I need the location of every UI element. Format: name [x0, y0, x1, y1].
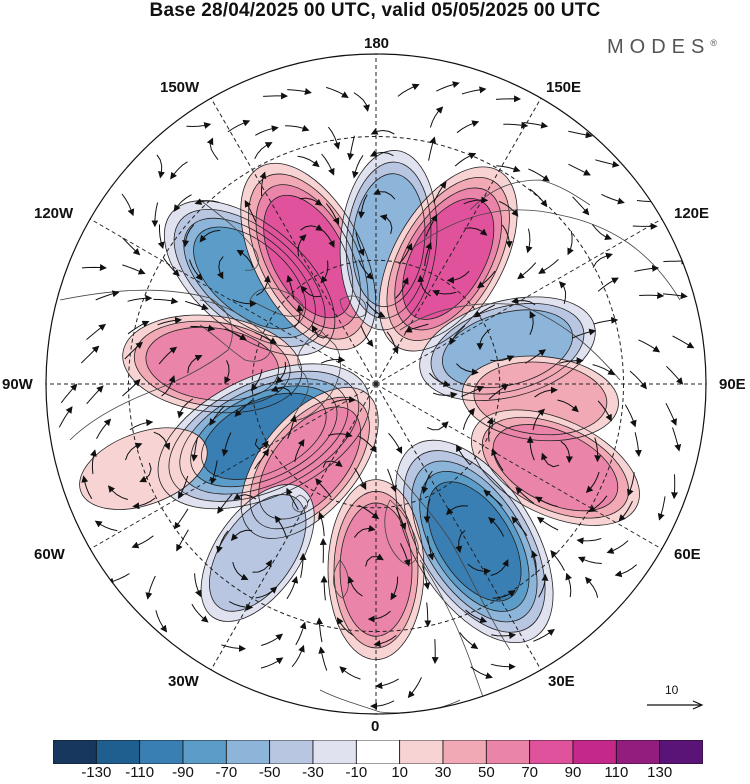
colorbar-swatch	[660, 740, 703, 764]
colorbar-tick-label: 90	[565, 764, 582, 781]
colorbar-swatch	[573, 740, 616, 764]
polar-map	[0, 0, 750, 740]
colorbar-tick-label: 130	[647, 764, 672, 781]
colorbar-swatch	[53, 740, 96, 764]
colorbar-tick-label: -70	[215, 764, 237, 781]
colorbar-tick-label: 10	[391, 764, 408, 781]
colorbar-tick-label: -30	[302, 764, 324, 781]
colorbar-swatch	[400, 740, 443, 764]
colorbar-tick-label: -50	[259, 764, 281, 781]
colorbar-tick-label: 30	[435, 764, 452, 781]
wind-arrow	[496, 99, 520, 100]
colorbar-tick-label: -90	[172, 764, 194, 781]
colorbar-swatch	[140, 740, 183, 764]
wind-arrow	[263, 96, 287, 97]
colorbar-swatch	[486, 740, 529, 764]
label-150e: 150E	[546, 79, 581, 96]
colorbar-tick-label: 50	[478, 764, 495, 781]
colorbar-tick-label: -110	[125, 764, 154, 781]
label-120e: 120E	[674, 205, 709, 222]
colorbar-tick-label: -10	[345, 764, 367, 781]
colorbar-tick-label: 110	[604, 764, 628, 781]
colorbar	[53, 740, 703, 764]
colorbar-swatch	[96, 740, 139, 764]
label-150w: 150W	[160, 79, 199, 96]
colorbar-tick-label: -130	[81, 764, 111, 781]
wind-arrow	[82, 267, 106, 268]
colorbar-swatch	[183, 740, 226, 764]
colorbar-swatch	[616, 740, 659, 764]
label-0: 0	[371, 718, 379, 735]
label-30w: 30W	[168, 673, 199, 690]
label-30e: 30E	[548, 673, 575, 690]
reference-vector-label: 10	[665, 683, 678, 697]
label-180: 180	[364, 35, 389, 52]
colorbar-swatch	[226, 740, 269, 764]
colorbar-swatch	[530, 740, 573, 764]
colorbar-ticks: -130 -110 -90 -70 -50 -30 -10 10 30 50 70 90 110 130	[0, 764, 750, 784]
wind-arrow	[663, 261, 687, 262]
colorbar-swatch	[270, 740, 313, 764]
label-90w: 90W	[2, 376, 33, 393]
colorbar-swatch	[313, 740, 356, 764]
label-120w: 120W	[34, 205, 73, 222]
label-60e: 60E	[674, 546, 701, 563]
label-90e: 90E	[719, 376, 746, 393]
colorbar-swatch	[443, 740, 486, 764]
reference-vector-arrow	[645, 697, 705, 713]
colorbar-tick-label: 70	[521, 764, 538, 781]
colorbar-swatch	[356, 740, 399, 764]
label-60w: 60W	[34, 546, 65, 563]
